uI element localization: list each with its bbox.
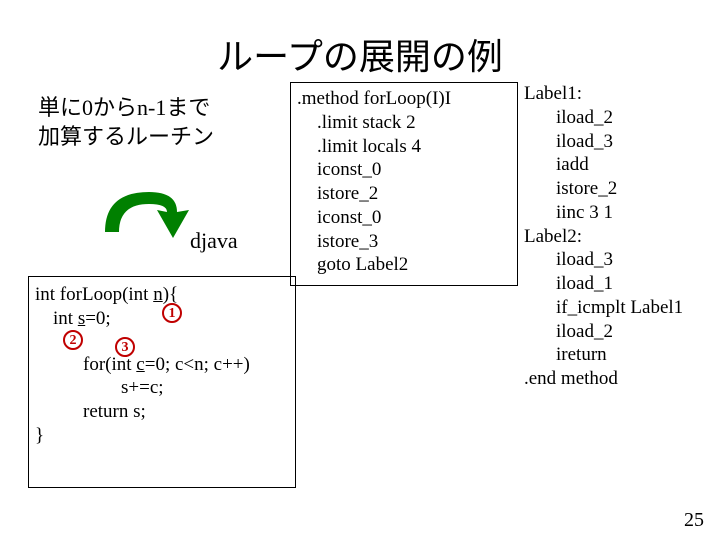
r-l4: iadd: [556, 153, 683, 177]
bc-l3: .limit locals 4: [317, 135, 511, 159]
bc-l8: goto Label2: [317, 253, 511, 277]
desc-line1: 単に0からn-1まで: [38, 94, 214, 123]
content-area: 単に0からn-1まで 加算するルーチン djava int forLoop(in…: [0, 80, 720, 540]
code-l5: return s;: [83, 400, 289, 424]
r-l7: Label2:: [524, 225, 683, 249]
code-l1a: int forLoop(int: [35, 284, 153, 305]
circle-2: 2: [63, 330, 83, 350]
r-l12: ireturn: [556, 343, 683, 367]
r-l10: if_icmplt Label1: [556, 296, 683, 320]
r-l5: istore_2: [556, 177, 683, 201]
source-code-box: int forLoop(int n){ int s=0; for(int c=0…: [28, 276, 296, 488]
bc-l6: iconst_0: [317, 206, 511, 230]
bc-l2: .limit stack 2: [317, 111, 511, 135]
code-l1-n: n: [153, 284, 163, 305]
code-l6: }: [35, 424, 289, 448]
code-l1c: ){: [163, 284, 178, 305]
circle-3: 3: [115, 337, 135, 357]
r-l2: iload_2: [556, 106, 683, 130]
desc-line2: 加算するルーチン: [38, 123, 214, 152]
slide-title: ループの展開の例: [0, 0, 720, 80]
circle-1: 1: [162, 303, 182, 323]
curved-arrow: [105, 192, 189, 238]
code-l3: for(int c=0; c<n; c++): [83, 353, 289, 377]
r-l9: iload_1: [556, 272, 683, 296]
page-number: 25: [684, 509, 704, 532]
code-l2c: =0;: [85, 308, 111, 329]
r-l13: .end method: [524, 367, 683, 391]
bc-l4: iconst_0: [317, 158, 511, 182]
djava-label: djava: [190, 228, 238, 254]
bytecode-right-col: Label1: iload_2 iload_3 iadd istore_2 ii…: [524, 82, 683, 391]
r-l3: iload_3: [556, 130, 683, 154]
code-l2a: int: [53, 308, 78, 329]
r-l6: iinc 3 1: [556, 201, 683, 225]
r-l1: Label1:: [524, 82, 683, 106]
code-l3-c: c: [136, 354, 144, 375]
code-l3a: for(int: [83, 354, 136, 375]
bc-l7: istore_3: [317, 230, 511, 254]
code-l1: int forLoop(int n){: [35, 283, 289, 307]
bc-l1: .method forLoop(I)I: [297, 87, 511, 111]
bytecode-box: .method forLoop(I)I .limit stack 2 .limi…: [290, 82, 518, 286]
bc-l5: istore_2: [317, 182, 511, 206]
code-l3c: =0; c<n; c++): [145, 354, 250, 375]
description: 単に0からn-1まで 加算するルーチン: [38, 94, 214, 151]
r-l8: iload_3: [556, 248, 683, 272]
code-l4: s+=c;: [121, 376, 289, 400]
arrow-icon: [95, 182, 191, 253]
r-l11: iload_2: [556, 320, 683, 344]
